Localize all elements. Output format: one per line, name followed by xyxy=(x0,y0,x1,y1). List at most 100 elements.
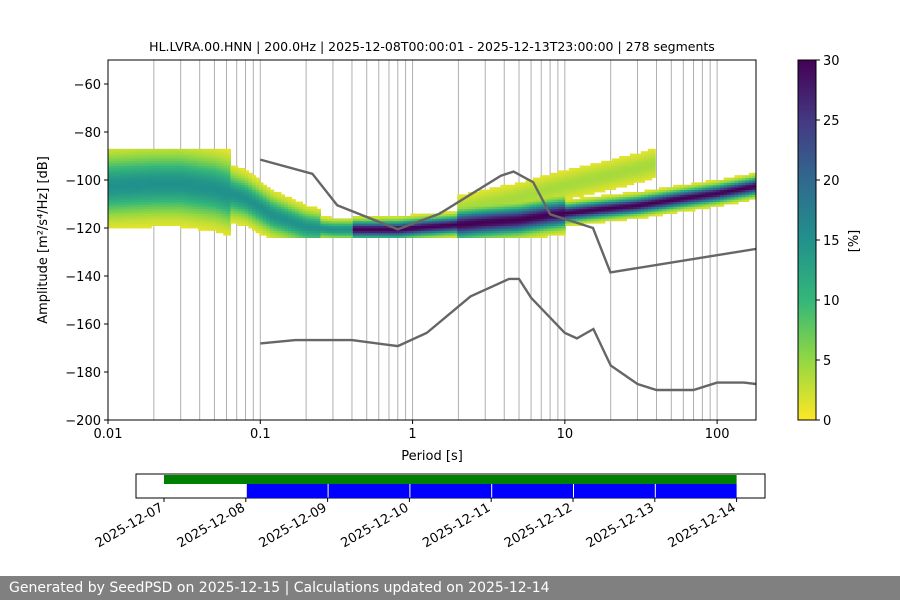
heatmap-cell xyxy=(194,216,199,219)
heatmap-cell xyxy=(259,182,264,186)
heatmap-cell xyxy=(230,220,235,224)
heatmap-cell xyxy=(550,199,555,202)
heatmap-cell xyxy=(565,216,570,219)
heatmap-cell xyxy=(338,223,343,226)
heatmap-cell xyxy=(111,199,116,202)
heatmap-cell xyxy=(136,192,141,195)
heatmap-cell xyxy=(378,232,383,236)
heatmap-cell xyxy=(583,211,588,214)
heatmap-cell xyxy=(111,163,116,166)
heatmap-cell xyxy=(626,170,631,174)
heatmap-cell xyxy=(162,180,167,183)
x-axis: 0.01 0.1 1 10 100 xyxy=(94,420,730,442)
heatmap-cell xyxy=(543,211,548,214)
heatmap-cell xyxy=(442,228,447,231)
heatmap-cell xyxy=(151,160,156,164)
heatmap-cell xyxy=(111,189,116,193)
heatmap-cell xyxy=(468,225,473,229)
heatmap-cell xyxy=(108,177,113,181)
heatmap-cell xyxy=(468,220,473,224)
heatmap-cell xyxy=(565,213,570,217)
heatmap-cell xyxy=(504,194,509,198)
heatmap-cell xyxy=(259,201,264,205)
y-tick-label: −200 xyxy=(65,414,101,429)
heatmap-cell xyxy=(723,199,728,202)
heatmap-cell xyxy=(219,208,224,212)
heatmap-cell xyxy=(489,230,494,234)
heatmap-cell xyxy=(198,165,203,169)
availability-bar-blue xyxy=(410,484,492,498)
heatmap-cell xyxy=(273,199,278,202)
heatmap-cell xyxy=(241,170,246,174)
heatmap-cell xyxy=(475,220,480,224)
heatmap-cell xyxy=(432,232,437,236)
heatmap-cell xyxy=(327,218,332,222)
heatmap-cell xyxy=(702,204,707,207)
heatmap-cell xyxy=(619,206,624,210)
heatmap-cell xyxy=(291,220,296,224)
heatmap-cell xyxy=(428,228,433,231)
heatmap-cell xyxy=(252,208,257,212)
heatmap-cell xyxy=(565,170,570,174)
heatmap-cell xyxy=(471,201,476,205)
heatmap-cell xyxy=(424,220,429,224)
heatmap-cell xyxy=(622,208,627,212)
heatmap-cell xyxy=(252,187,257,190)
heatmap-cell xyxy=(547,177,552,181)
heatmap-cell xyxy=(183,165,188,169)
heatmap-cell xyxy=(637,192,642,195)
heatmap-cell xyxy=(468,199,473,202)
heatmap-cell xyxy=(500,216,505,219)
heatmap-cell xyxy=(496,196,501,200)
heatmap-cell xyxy=(478,223,483,226)
heatmap-cell xyxy=(176,160,181,164)
heatmap-cell xyxy=(468,235,473,238)
heatmap-cell xyxy=(205,211,210,214)
heatmap-cell xyxy=(414,216,419,219)
heatmap-cell xyxy=(568,194,573,198)
heatmap-cell xyxy=(540,187,545,190)
heatmap-cell xyxy=(151,172,156,176)
heatmap-cell xyxy=(169,180,174,183)
heatmap-cell xyxy=(118,156,123,159)
heatmap-cell xyxy=(226,201,231,205)
heatmap-cell xyxy=(547,199,552,202)
heatmap-cell xyxy=(262,223,267,226)
heatmap-cell xyxy=(547,201,552,205)
heatmap-cell xyxy=(342,232,347,236)
heatmap-cell xyxy=(572,172,577,176)
heatmap-cell xyxy=(482,220,487,224)
heatmap-cell xyxy=(248,208,253,212)
heatmap-cell xyxy=(568,172,573,176)
heatmap-cell xyxy=(579,189,584,193)
heatmap-cell xyxy=(648,151,653,154)
heatmap-cell xyxy=(165,180,170,183)
heatmap-cell xyxy=(216,208,221,212)
heatmap-cell xyxy=(313,235,318,238)
heatmap-cell xyxy=(111,220,116,224)
heatmap-cell xyxy=(288,199,293,202)
heatmap-cell xyxy=(208,158,213,162)
heatmap-cell xyxy=(216,192,221,195)
heatmap-cell xyxy=(133,163,138,166)
heatmap-cell xyxy=(194,156,199,159)
heatmap-cell xyxy=(518,232,523,236)
heatmap-cell xyxy=(374,232,379,236)
heatmap-cell xyxy=(586,189,591,193)
heatmap-cell xyxy=(561,206,566,210)
heatmap-cell xyxy=(496,235,501,238)
heatmap-cell xyxy=(309,208,314,212)
heatmap-cell xyxy=(662,199,667,202)
heatmap-cell xyxy=(496,225,501,229)
heatmap-cell xyxy=(122,182,127,186)
heatmap-cell xyxy=(511,228,516,231)
heatmap-cell xyxy=(468,216,473,219)
heatmap-cell xyxy=(115,177,120,181)
heatmap-cell xyxy=(144,156,149,159)
heatmap-cell xyxy=(133,182,138,186)
heatmap-cell xyxy=(417,216,422,219)
heatmap-cell xyxy=(370,216,375,219)
heatmap-cell xyxy=(370,223,375,226)
heatmap-cell xyxy=(172,218,177,222)
heatmap-cell xyxy=(208,163,213,166)
